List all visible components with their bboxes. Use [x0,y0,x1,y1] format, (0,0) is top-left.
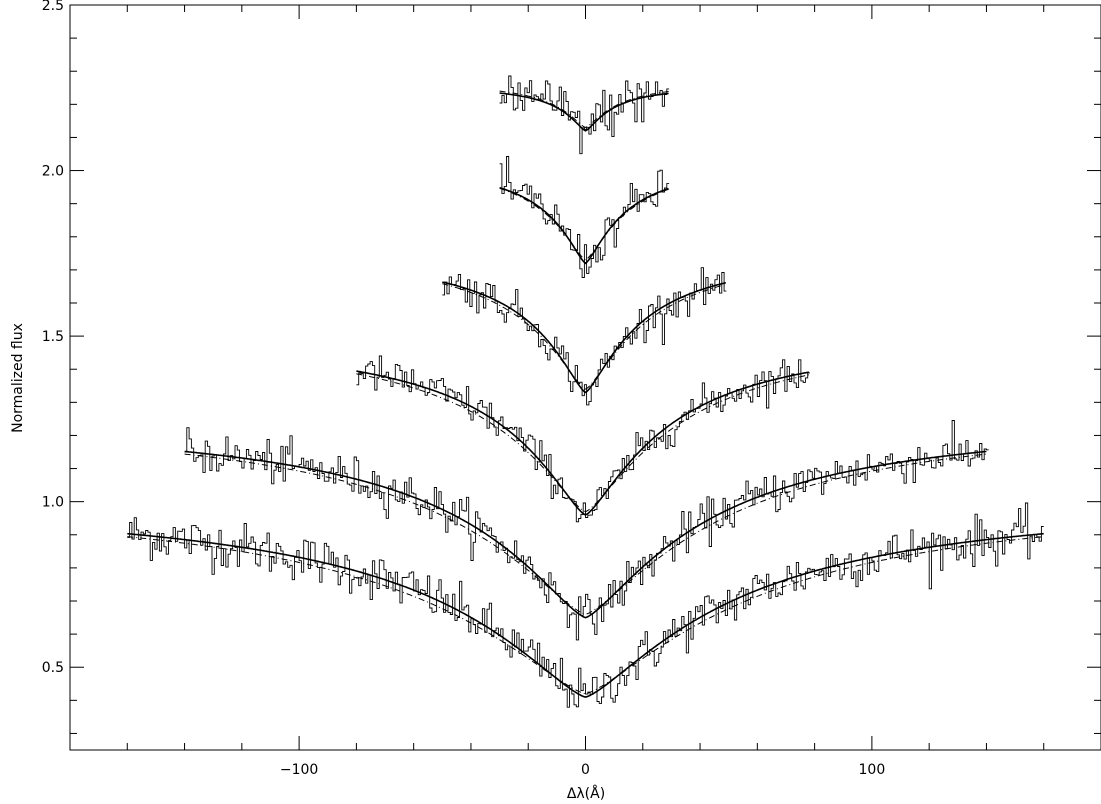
spectrum-3 [356,355,810,523]
model-fit-dashdot [184,453,987,615]
model-fit-dashdot [499,90,669,129]
spectrum-2 [184,420,989,641]
model-fit-solid [499,186,669,265]
x-tick-label: 100 [859,762,886,778]
y-tick-label: 0.5 [42,660,64,676]
model-fit-solid [442,281,727,394]
spectrum-5 [499,156,670,278]
observed-spectrum [184,420,989,641]
x-tick-label: 0 [581,762,590,778]
y-tick-label: 2.0 [42,164,64,180]
model-fit-dashdot [499,187,669,261]
observed-spectrum [127,502,1044,708]
model-fit-dashdot [127,536,1044,695]
axis-tick-labels: 0.5 1.0 1.5 2.0 2.5 −100 0 100 [42,0,886,778]
observed-spectrum [356,355,810,523]
model-fit-solid [356,370,810,516]
spectrum-6 [499,75,670,155]
x-tick-label: −100 [280,762,318,778]
observed-spectrum [442,267,727,406]
model-fit-solid [184,450,987,619]
y-tick-label: 1.0 [42,495,64,511]
model-fit-dashdot [442,283,726,390]
y-tick-label: 2.5 [42,0,64,14]
observed-spectrum [499,156,670,278]
y-tick-label: 1.5 [42,329,64,345]
spectra-series [127,75,1044,708]
x-axis-label: Δλ(Å) [567,785,605,802]
spectrum-4 [442,267,727,406]
model-fit-dashdot [356,373,810,513]
y-axis-label: Normalized flux [10,323,26,433]
spectrum-1 [127,502,1044,708]
axis-ticks [70,4,1101,750]
plot-frame [69,4,1101,751]
model-fit-solid [499,92,669,132]
model-fit-solid [127,532,1044,698]
observed-spectrum [499,75,670,155]
